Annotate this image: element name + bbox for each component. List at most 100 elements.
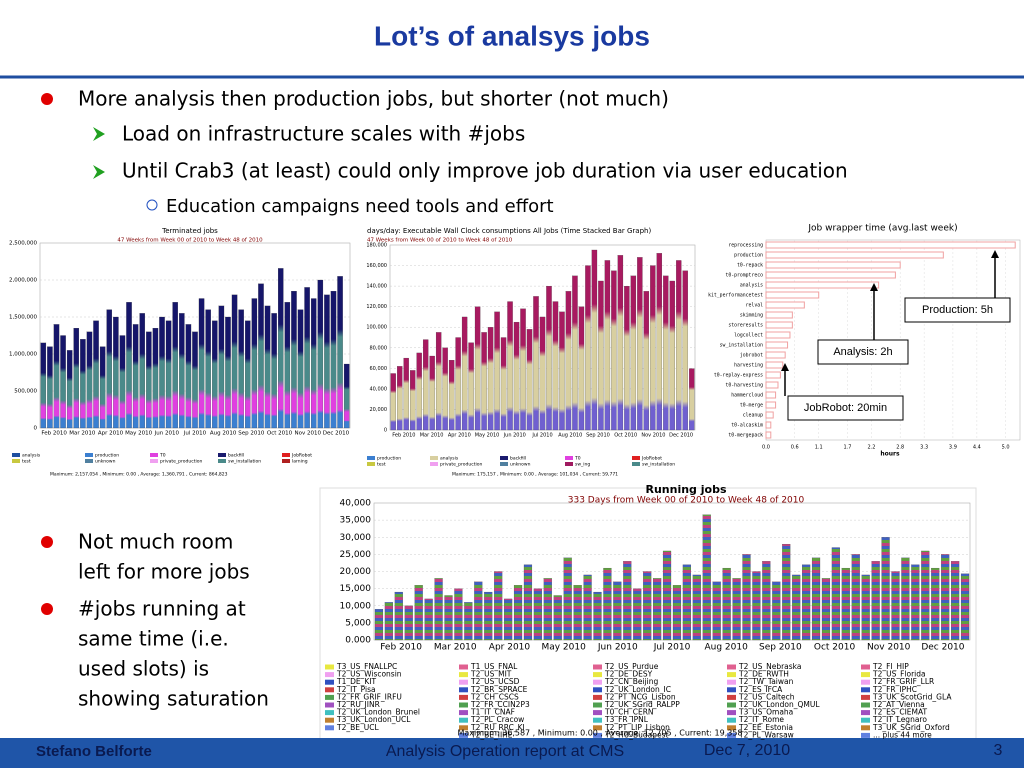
- bar: [455, 337, 461, 431]
- legend-label: larning: [292, 459, 308, 465]
- bar: [559, 311, 565, 431]
- chart-title: Running jobs: [645, 483, 726, 496]
- legend-label: T2_DE_DESY: [604, 670, 653, 679]
- y-tick-label: 160,000: [366, 263, 387, 269]
- bar: [752, 571, 761, 641]
- bar: [663, 275, 669, 431]
- legend-label: T2_US_MIT: [470, 670, 512, 679]
- bar: [617, 255, 624, 431]
- bar: [106, 309, 112, 429]
- annotation: Analysis: 2h: [833, 346, 892, 358]
- bar: [732, 578, 741, 641]
- bar: [212, 320, 218, 429]
- legend-swatch: [727, 664, 736, 670]
- legend-swatch: [727, 710, 736, 716]
- y-tick-label: 0.000: [345, 636, 371, 646]
- legend-label: T2_FR_IPHC: [872, 685, 917, 694]
- y-tick-label: 1,500,000: [9, 315, 37, 321]
- legend-label: T2_ES_IFCA: [738, 685, 783, 694]
- legend-label: sw_installation: [228, 459, 261, 465]
- legend-swatch: [593, 664, 602, 670]
- bar: [93, 320, 99, 429]
- bar: [821, 578, 831, 641]
- side-bullet: left for more jobs: [78, 560, 250, 584]
- x-tick-label: 3.3: [920, 445, 928, 451]
- x-tick-label: Dec 2010: [323, 431, 350, 437]
- annotation-arrowhead: [781, 363, 789, 371]
- bar: [765, 251, 944, 259]
- annotation-arrowhead: [870, 283, 878, 291]
- bar: [792, 574, 801, 641]
- bullet: Education campaigns need tools and effor…: [166, 196, 554, 217]
- legend-swatch: [861, 672, 870, 678]
- y-tick-label: 120,000: [366, 304, 387, 310]
- x-tick-label: Mar 2010: [434, 643, 477, 653]
- x-tick-label: May 2010: [541, 643, 586, 653]
- bar: [403, 357, 409, 431]
- legend-label: T2_PL_Cracow: [470, 715, 524, 724]
- bar: [146, 331, 152, 429]
- x-tick-label: Apr 2010: [489, 643, 531, 653]
- bar: [444, 595, 453, 641]
- y-tick-label: 40,000: [340, 499, 372, 509]
- legend-label: T3_UK_SGrid_Oxford: [872, 723, 950, 732]
- legend-label: T2_UK_London_QMUL: [738, 700, 820, 709]
- x-tick-label: Apr 2010: [448, 433, 471, 439]
- legend-swatch: [325, 717, 334, 723]
- legend-label: T2_IT_Legnaro: [872, 715, 927, 724]
- legend-swatch: [861, 725, 870, 731]
- bar: [504, 598, 513, 641]
- legend-swatch: [459, 679, 468, 685]
- bar: [461, 316, 468, 431]
- chart-subtitle: 47 Weeks from Week 00 of 2010 to Week 48…: [117, 238, 263, 244]
- bar: [330, 291, 337, 429]
- legend-label: T2_BR_SPRACE: [470, 685, 528, 694]
- y-tick-label: 5,000: [345, 618, 371, 628]
- legend-swatch: [727, 687, 736, 693]
- legend-label: T2_PT_LIP_Lisbon: [604, 723, 670, 732]
- bar: [231, 294, 238, 429]
- bar: [765, 321, 793, 329]
- bar: [159, 316, 165, 429]
- legend-swatch: [861, 687, 870, 693]
- legend-label: private_production: [160, 459, 202, 465]
- bar: [931, 567, 940, 641]
- x-tick-label: Oct 2010: [614, 433, 637, 439]
- bar: [573, 585, 582, 641]
- x-tick-label: Sep 2010: [238, 431, 265, 437]
- bar: [611, 270, 617, 431]
- y-tick-label: 500,000: [14, 389, 37, 395]
- x-tick-label: Aug 2010: [705, 643, 749, 653]
- legend-swatch: [593, 717, 602, 723]
- legend-swatch: [459, 672, 468, 678]
- bar: [802, 564, 811, 641]
- legend-swatch: [325, 725, 334, 731]
- bar: [682, 564, 691, 641]
- legend-label: analysis: [440, 456, 459, 462]
- bar: [513, 321, 520, 431]
- bar: [53, 324, 60, 429]
- bar: [742, 554, 751, 641]
- bar: [643, 291, 650, 431]
- bar: [871, 561, 880, 641]
- bar: [258, 283, 264, 429]
- bar: [765, 411, 774, 419]
- legend-swatch: [12, 459, 20, 463]
- legend-label: T2_IT_Pisa: [336, 685, 376, 694]
- x-tick-label: 0.0: [762, 445, 770, 451]
- bar: [343, 363, 350, 429]
- legend-swatch: [85, 459, 93, 463]
- footer-bar: [0, 738, 1024, 768]
- bar: [712, 581, 721, 641]
- legend-swatch: [727, 672, 736, 678]
- legend-swatch: [565, 462, 573, 466]
- legend-swatch: [593, 687, 602, 693]
- legend-label: T2_FR_GRIF_IRFU: [336, 692, 402, 701]
- bar: [132, 324, 139, 429]
- bullet: Until Crab3 (at least) could only improv…: [122, 159, 848, 183]
- bar: [633, 588, 642, 641]
- bar: [192, 331, 198, 429]
- bar: [543, 578, 552, 641]
- bar: [650, 265, 656, 431]
- legend-swatch: [593, 702, 602, 708]
